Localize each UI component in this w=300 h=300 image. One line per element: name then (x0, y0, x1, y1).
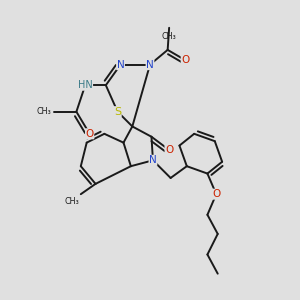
Text: CH₃: CH₃ (64, 197, 79, 206)
Text: N: N (149, 155, 157, 165)
Text: N: N (117, 60, 124, 70)
Text: O: O (85, 129, 94, 139)
Text: CH₃: CH₃ (162, 32, 176, 41)
Text: CH₃: CH₃ (37, 107, 51, 116)
Text: N: N (146, 60, 154, 70)
Text: O: O (212, 189, 220, 199)
Text: S: S (114, 107, 121, 117)
Text: O: O (181, 55, 190, 65)
Text: O: O (165, 145, 173, 155)
Text: HN: HN (78, 80, 93, 90)
